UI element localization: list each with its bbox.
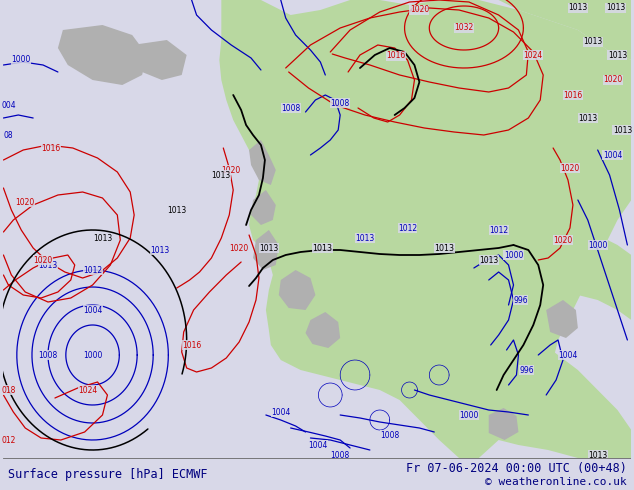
Text: 018: 018 [1, 386, 16, 394]
Text: 1016: 1016 [386, 51, 405, 60]
Text: 1020: 1020 [410, 5, 429, 15]
Text: 1004: 1004 [271, 408, 290, 416]
Text: 1013: 1013 [434, 244, 454, 252]
Text: 012: 012 [1, 436, 16, 444]
Text: Surface pressure [hPa] ECMWF: Surface pressure [hPa] ECMWF [8, 467, 208, 481]
Text: 1008: 1008 [380, 431, 399, 440]
Text: 1000: 1000 [504, 250, 523, 260]
Text: 1016: 1016 [41, 144, 61, 152]
Text: 1012: 1012 [489, 225, 508, 235]
Text: 1013: 1013 [313, 244, 332, 252]
Text: 1020: 1020 [222, 166, 241, 174]
Text: 1004: 1004 [83, 305, 102, 315]
Text: 1020: 1020 [230, 244, 249, 252]
Text: 1020: 1020 [560, 164, 579, 172]
Text: 1032: 1032 [455, 24, 474, 32]
Text: 1013: 1013 [613, 125, 632, 134]
Text: 1012: 1012 [398, 223, 417, 232]
Text: 1020: 1020 [16, 197, 35, 206]
Text: 1000: 1000 [588, 241, 607, 249]
Text: 1016: 1016 [182, 341, 201, 349]
Text: 1013: 1013 [355, 234, 375, 243]
Text: 1013: 1013 [608, 50, 627, 59]
Text: 1020: 1020 [553, 236, 573, 245]
Text: 1004: 1004 [559, 350, 578, 360]
Text: 1013: 1013 [568, 3, 588, 13]
Text: 1000: 1000 [11, 55, 31, 65]
Text: 1013: 1013 [578, 114, 597, 122]
Text: 1000: 1000 [83, 350, 102, 360]
Text: 1013: 1013 [588, 450, 607, 460]
Text: 1008: 1008 [330, 98, 350, 107]
Text: 996: 996 [519, 366, 534, 374]
Text: Fr 07-06-2024 00:00 UTC (00+48): Fr 07-06-2024 00:00 UTC (00+48) [406, 462, 626, 474]
Text: 1013: 1013 [167, 205, 186, 215]
Text: 1024: 1024 [524, 50, 543, 59]
Text: 08: 08 [4, 130, 13, 140]
Text: 1004: 1004 [309, 441, 328, 449]
Text: 1020: 1020 [34, 255, 53, 265]
Text: 1008: 1008 [330, 450, 350, 460]
Text: 1013: 1013 [212, 171, 231, 179]
Text: 1013: 1013 [259, 244, 278, 252]
Text: 1008: 1008 [281, 103, 301, 113]
Text: 1016: 1016 [563, 91, 583, 99]
Text: 1013: 1013 [39, 261, 58, 270]
Text: 996: 996 [513, 295, 527, 304]
Text: 1000: 1000 [459, 411, 479, 419]
FancyBboxPatch shape [3, 458, 631, 490]
Text: 1008: 1008 [39, 350, 58, 360]
Text: 1004: 1004 [603, 150, 622, 160]
Text: 1013: 1013 [150, 245, 169, 254]
Text: 1024: 1024 [78, 386, 97, 394]
Text: 004: 004 [1, 100, 16, 109]
Text: 1020: 1020 [603, 75, 622, 84]
Text: © weatheronline.co.uk: © weatheronline.co.uk [484, 477, 626, 487]
Text: 1013: 1013 [93, 234, 112, 243]
Text: 1013: 1013 [606, 3, 625, 13]
Text: 1013: 1013 [479, 255, 498, 265]
Text: 1012: 1012 [83, 266, 102, 274]
Text: 1013: 1013 [583, 38, 602, 47]
